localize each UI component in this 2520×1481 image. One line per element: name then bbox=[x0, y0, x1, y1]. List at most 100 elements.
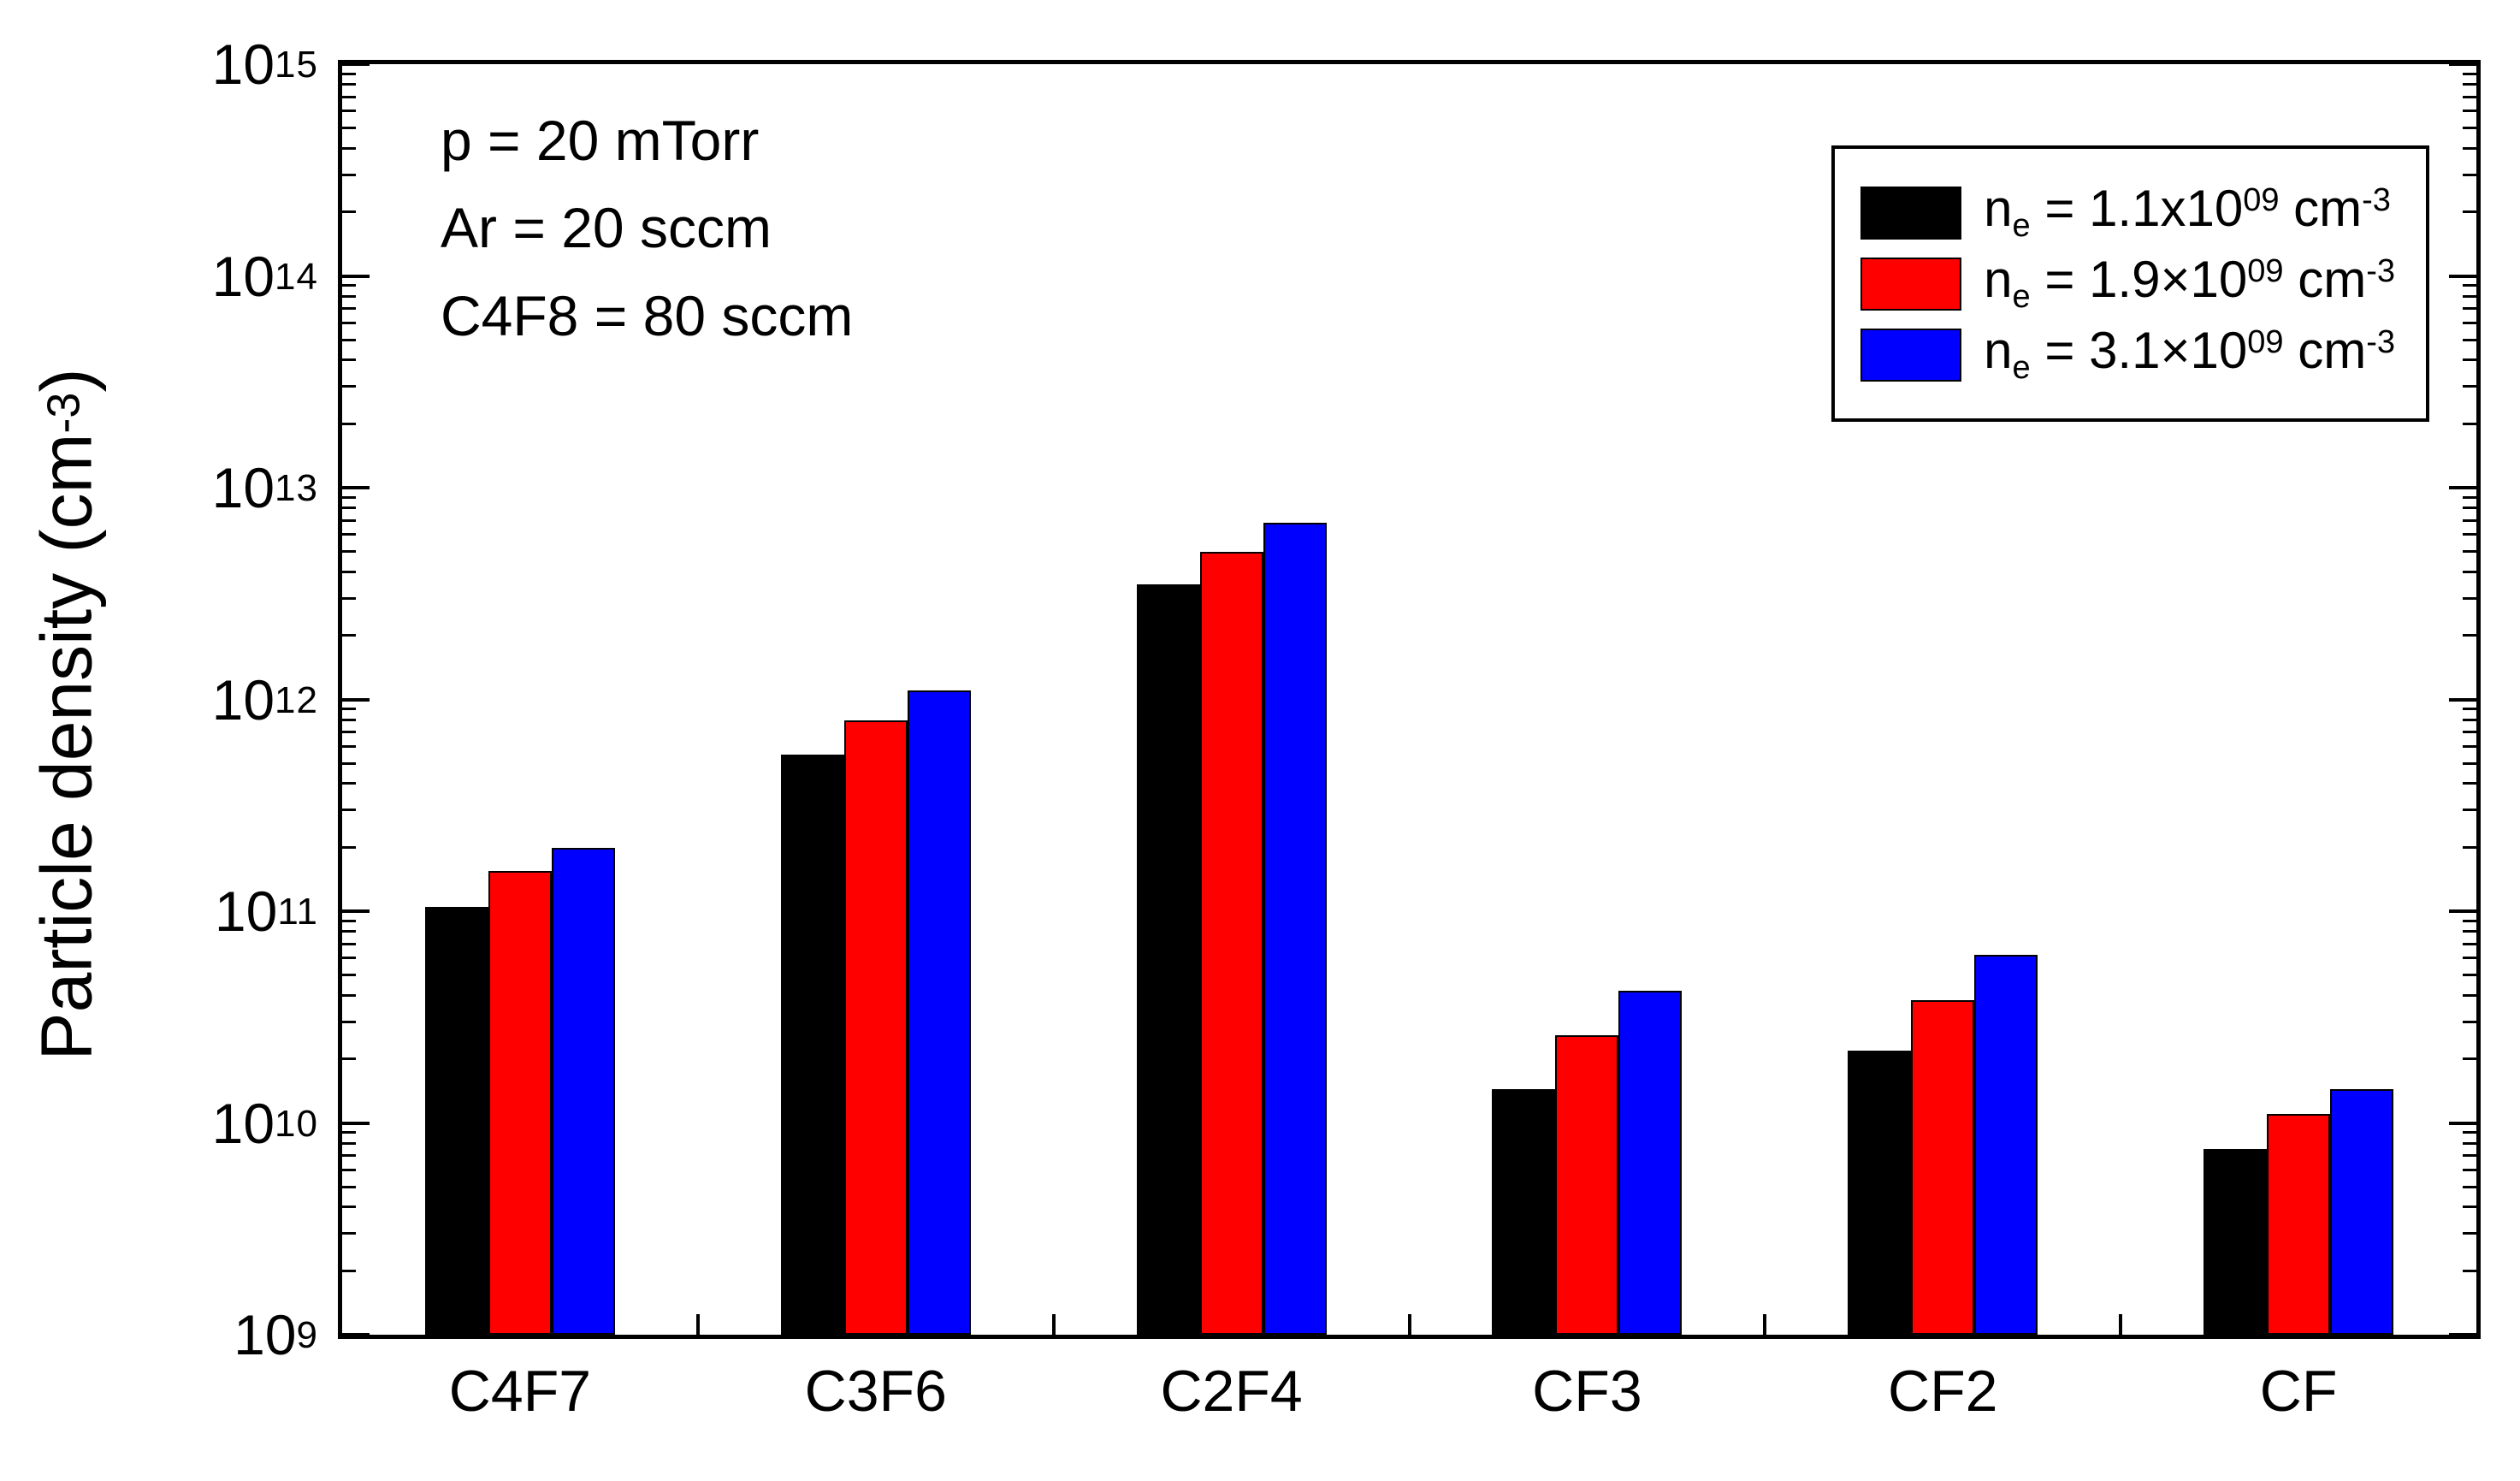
axis-tick bbox=[1407, 1314, 1411, 1335]
bar bbox=[1136, 584, 1200, 1335]
axis-tick bbox=[342, 1206, 356, 1209]
axis-tick bbox=[2463, 782, 2476, 785]
axis-tick bbox=[342, 942, 356, 945]
axis-tick bbox=[2463, 634, 2476, 637]
axis-tick bbox=[2463, 385, 2476, 388]
axis-tick bbox=[2463, 321, 2476, 324]
axis-tick bbox=[2463, 95, 2476, 98]
axis-tick bbox=[2463, 845, 2476, 849]
axis-tick bbox=[2463, 993, 2476, 997]
axis-tick bbox=[342, 110, 356, 113]
axis-tick bbox=[2463, 72, 2476, 75]
axis-tick bbox=[2463, 919, 2476, 922]
y-tick-label: 1012 bbox=[211, 667, 318, 732]
axis-tick bbox=[342, 1185, 356, 1188]
axis-tick bbox=[2463, 284, 2476, 287]
axis-tick bbox=[342, 95, 356, 98]
axis-tick bbox=[342, 1269, 356, 1272]
axis-tick bbox=[342, 1131, 356, 1134]
axis-tick bbox=[342, 274, 370, 278]
axis-tick bbox=[342, 1057, 356, 1061]
axis-tick bbox=[342, 550, 356, 553]
annotation-line: Ar = 20 sccm bbox=[441, 196, 772, 260]
bar bbox=[1263, 523, 1327, 1335]
axis-tick bbox=[2449, 1121, 2476, 1125]
axis-tick bbox=[342, 761, 356, 765]
axis-tick bbox=[342, 518, 356, 522]
y-tick-label: 1010 bbox=[211, 1091, 318, 1155]
axis-tick bbox=[342, 1121, 370, 1125]
axis-tick bbox=[342, 708, 356, 711]
bar bbox=[1555, 1034, 1619, 1335]
axis-tick bbox=[342, 957, 356, 960]
axis-tick bbox=[2463, 809, 2476, 812]
axis-tick bbox=[342, 993, 356, 997]
y-tick-label: 1015 bbox=[211, 33, 318, 96]
axis-tick bbox=[2463, 1057, 2476, 1061]
axis-tick bbox=[2463, 930, 2476, 933]
legend-item: ne = 1.1x1009 cm-3 bbox=[1860, 183, 2395, 242]
axis-tick bbox=[2463, 307, 2476, 311]
axis-tick bbox=[2463, 358, 2476, 362]
axis-tick bbox=[2449, 1333, 2476, 1336]
axis-tick bbox=[342, 338, 356, 341]
bar bbox=[551, 847, 615, 1335]
bar bbox=[2204, 1149, 2268, 1335]
x-tick-label: CF bbox=[2259, 1359, 2338, 1424]
axis-tick bbox=[342, 909, 370, 913]
axis-tick bbox=[342, 294, 356, 298]
axis-tick bbox=[342, 744, 356, 748]
x-tick-label: CF3 bbox=[1532, 1359, 1642, 1424]
axis-tick bbox=[342, 1168, 356, 1171]
axis-tick bbox=[2449, 486, 2476, 489]
axis-tick bbox=[2463, 1131, 2476, 1134]
axis-tick bbox=[2463, 507, 2476, 510]
y-tick-label: 109 bbox=[234, 1303, 318, 1366]
y-tick-label: 1013 bbox=[211, 456, 318, 519]
axis-tick bbox=[2463, 596, 2476, 600]
bar bbox=[424, 906, 488, 1335]
axis-tick bbox=[2463, 957, 2476, 960]
axis-tick bbox=[2463, 173, 2476, 176]
x-tick-label: CF2 bbox=[1888, 1359, 1998, 1424]
axis-tick bbox=[2463, 744, 2476, 748]
axis-tick bbox=[342, 718, 356, 721]
axis-tick bbox=[342, 1232, 356, 1235]
axis-tick bbox=[342, 634, 356, 637]
legend-item: ne = 1.9×1009 cm-3 bbox=[1860, 254, 2395, 313]
axis-tick bbox=[342, 930, 356, 933]
axis-tick bbox=[2463, 974, 2476, 976]
axis-tick bbox=[342, 62, 370, 66]
axis-tick bbox=[342, 358, 356, 362]
axis-tick bbox=[342, 1333, 370, 1336]
axis-tick bbox=[1051, 1314, 1056, 1335]
legend-label: ne = 3.1×1009 cm-3 bbox=[1984, 322, 2395, 386]
axis-tick bbox=[2463, 1185, 2476, 1188]
axis-tick bbox=[342, 1020, 356, 1023]
axis-tick bbox=[2463, 1154, 2476, 1158]
legend-swatch bbox=[1860, 186, 1962, 240]
axis-tick bbox=[2119, 1314, 2123, 1335]
conditions-annotation: p = 20 mTorr Ar = 20 sccm C4F8 = 80 sccm bbox=[441, 97, 853, 359]
axis-tick bbox=[2449, 697, 2476, 702]
axis-tick bbox=[342, 173, 356, 176]
axis-tick bbox=[695, 1314, 700, 1335]
axis-tick bbox=[2463, 422, 2476, 425]
axis-tick bbox=[2463, 294, 2476, 298]
bar bbox=[1848, 1050, 1912, 1335]
bar bbox=[1618, 991, 1683, 1335]
axis-tick bbox=[2463, 1232, 2476, 1235]
axis-tick bbox=[342, 697, 370, 702]
axis-tick bbox=[2463, 550, 2476, 553]
axis-tick bbox=[342, 495, 356, 499]
annotation-line: C4F8 = 80 sccm bbox=[441, 283, 854, 347]
axis-tick bbox=[2463, 718, 2476, 721]
x-tick-label: C3F6 bbox=[804, 1359, 947, 1424]
axis-tick bbox=[342, 731, 356, 734]
axis-tick bbox=[342, 596, 356, 600]
axis-tick bbox=[342, 845, 356, 849]
legend-box: ne = 1.1x1009 cm-3 ne = 1.9×1009 cm-3 ne =… bbox=[1831, 145, 2429, 422]
axis-tick bbox=[2463, 1141, 2476, 1145]
y-tick-label: 1011 bbox=[214, 880, 318, 943]
